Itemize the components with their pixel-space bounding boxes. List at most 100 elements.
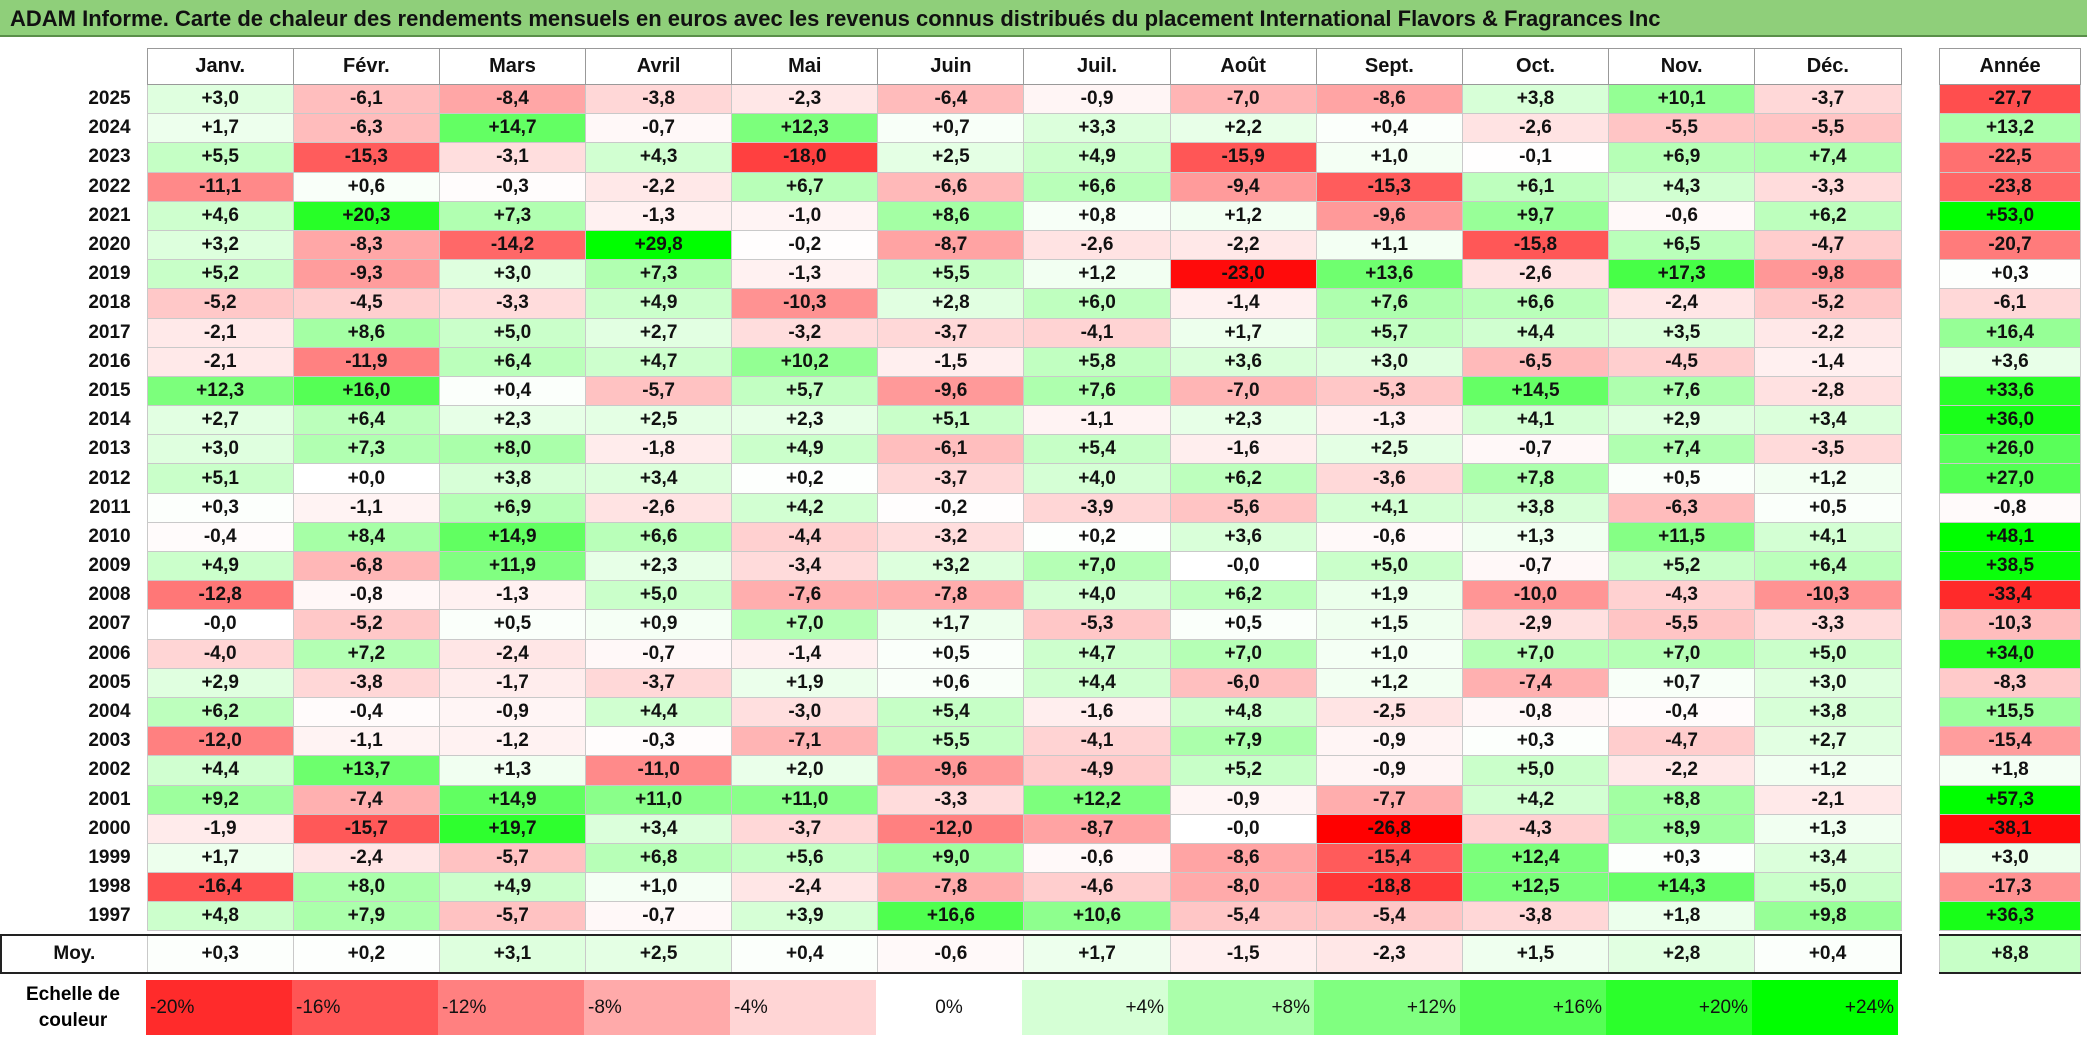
heatmap-cell: -0,0 [146, 609, 294, 640]
heatmap-cell: -5,5 [1754, 113, 1902, 144]
heatmap-cell: -5,3 [1315, 375, 1463, 407]
heatmap-cell: +5,0 [585, 580, 733, 611]
heatmap-cell: -0,7 [585, 638, 733, 669]
heatmap-cell: +0,6 [292, 171, 440, 202]
heatmap-cell: -10,3 [731, 288, 879, 319]
heatmap-cell: -18,0 [731, 142, 879, 173]
heatmap-cell: +1,7 [1169, 317, 1317, 348]
heatmap-row: 2021 +4,6 +20,3 +7,3 -1,3 -1,0 +8,6 +0,8 +1,2 -9,… [1, 200, 1902, 231]
average-cell: -0,6 [877, 933, 1025, 974]
heatmap-cell: +13,7 [292, 755, 440, 786]
heatmap-cell: -0,4 [146, 521, 294, 553]
chart-title: ADAM Informe. Carte de chaleur des rende… [10, 6, 1661, 31]
annual-cell: +0,3 [1939, 259, 2081, 290]
heatmap-row: 2001 +9,2 -7,4 +14,9 +11,0 +11,0 -3,3 +12,2 -0,9… [1, 784, 1902, 815]
heatmap-cell: -8,7 [1023, 813, 1171, 844]
heatmap-cell: +2,0 [731, 755, 879, 786]
heatmap-cell: -9,6 [877, 375, 1025, 407]
year-label: 2005 [1, 668, 148, 698]
heatmap-cell: -1,6 [1023, 696, 1171, 728]
heatmap-row: 2022 -11,1 +0,6 -0,3 -2,2 +6,7 -6,6 +6,6 -9,4 -15… [1, 171, 1902, 202]
heatmap-cell: -1,4 [1169, 288, 1317, 319]
heatmap-cell: +4,1 [1315, 492, 1463, 523]
heatmap-cell: +1,8 [1608, 901, 1756, 932]
heatmap-cell: +7,9 [292, 901, 440, 932]
year-label: 2024 [1, 113, 148, 143]
heatmap-cell: +7,4 [1608, 434, 1756, 465]
heatmap-cell: +1,5 [1315, 609, 1463, 640]
annual-cell: -38,1 [1939, 813, 2081, 844]
heatmap-cell: +4,4 [1461, 317, 1610, 348]
annual-cell: +36,3 [1939, 901, 2081, 932]
heatmap-cell: +2,5 [585, 405, 733, 436]
heatmap-row: 2009 +4,9 -6,8 +11,9 +2,3 -3,4 +3,2 +7,0 -0,0 +5,… [1, 550, 1902, 582]
month-header: Juil. [1023, 48, 1171, 85]
annual-cell: +15,5 [1939, 696, 2081, 728]
heatmap-cell: +8,9 [1608, 813, 1756, 844]
heatmap-cell: -3,7 [585, 667, 733, 698]
annual-cell: -17,3 [1939, 872, 2081, 903]
heatmap-cell: +6,2 [1169, 463, 1317, 494]
heatmap-cell: -2,4 [438, 638, 587, 669]
heatmap-cell: +6,6 [1023, 171, 1171, 202]
heatmap-cell: +4,2 [1461, 784, 1610, 815]
year-label: 2002 [1, 755, 148, 785]
heatmap-row: 2015 +12,3 +16,0 +0,4 -5,7 +5,7 -9,6 +7,6 -7,0 -5… [1, 375, 1902, 407]
heatmap-cell: +5,2 [146, 259, 294, 290]
heatmap-cell: +3,4 [1754, 405, 1902, 436]
heatmap-cell: +6,2 [1169, 580, 1317, 611]
heatmap-cell: +6,4 [292, 405, 440, 436]
heatmap-cell: +11,0 [731, 784, 879, 815]
annual-cell: +3,6 [1939, 346, 2081, 377]
heatmap-cell: -3,6 [1315, 463, 1463, 494]
heatmap-cell: -4,3 [1608, 580, 1756, 611]
heatmap-cell: -0,7 [1461, 434, 1610, 465]
heatmap-cell: +6,4 [1754, 550, 1902, 582]
heatmap-cell: +19,7 [438, 813, 587, 844]
heatmap-cell: +3,2 [146, 229, 294, 261]
annual-cell: +1,8 [1939, 755, 2081, 786]
heatmap-cell: -3,2 [731, 317, 879, 348]
annual-cell: -10,3 [1939, 609, 2081, 640]
heatmap-cell: +7,6 [1608, 375, 1756, 407]
heatmap-cell: +5,7 [731, 375, 879, 407]
heatmap-cell: -15,3 [292, 142, 440, 173]
scale-step: +4% [1022, 980, 1168, 1035]
heatmap-cell: -7,0 [1169, 375, 1317, 407]
heatmap-cell: +9,8 [1754, 901, 1902, 932]
heatmap-cell: +4,9 [585, 288, 733, 319]
heatmap-cell: -3,3 [877, 784, 1025, 815]
heatmap-cell: +3,9 [731, 901, 879, 932]
heatmap-cell: +6,8 [585, 842, 733, 874]
heatmap-cell: -0,7 [1461, 550, 1610, 582]
heatmap-cell: +4,1 [1754, 521, 1902, 553]
heatmap-cell: +0,2 [731, 463, 879, 494]
heatmap-cell: +6,4 [438, 346, 587, 377]
heatmap-cell: +8,6 [877, 200, 1025, 231]
annual-cell: -33,4 [1939, 580, 2081, 611]
heatmap-cell: +2,7 [146, 405, 294, 436]
heatmap-cell: -0,8 [1461, 696, 1610, 728]
heatmap-cell: -0,8 [292, 580, 440, 611]
average-cell: +0,3 [146, 933, 294, 974]
heatmap-cell: +29,8 [585, 229, 733, 261]
heatmap-cell: +3,0 [146, 434, 294, 465]
heatmap-cell: -1,1 [1023, 405, 1171, 436]
average-cell: +2,8 [1608, 933, 1756, 974]
scale-step: +16% [1460, 980, 1606, 1035]
heatmap-row: 2010 -0,4 +8,4 +14,9 +6,6 -4,4 -3,2 +0,2 +3,6 -0,… [1, 521, 1902, 553]
heatmap-cell: -10,0 [1461, 580, 1610, 611]
heatmap-cell: -0,2 [731, 229, 879, 261]
heatmap-cell: +8,0 [292, 872, 440, 903]
heatmap-cell: +14,9 [438, 784, 587, 815]
heatmap-cell: +1,7 [146, 842, 294, 874]
heatmap-cell: -2,6 [1461, 113, 1610, 144]
annual-cell: -6,1 [1939, 288, 2081, 319]
scale-step: 0% [876, 980, 1022, 1035]
heatmap-cell: +5,1 [877, 405, 1025, 436]
heatmap-cell: +3,3 [1023, 113, 1171, 144]
heatmap-cell: +4,9 [1023, 142, 1171, 173]
scale-step: -16% [292, 980, 438, 1035]
heatmap-cell: -0,3 [438, 171, 587, 202]
color-scale-label: Echelle de couleur [26, 984, 120, 1031]
